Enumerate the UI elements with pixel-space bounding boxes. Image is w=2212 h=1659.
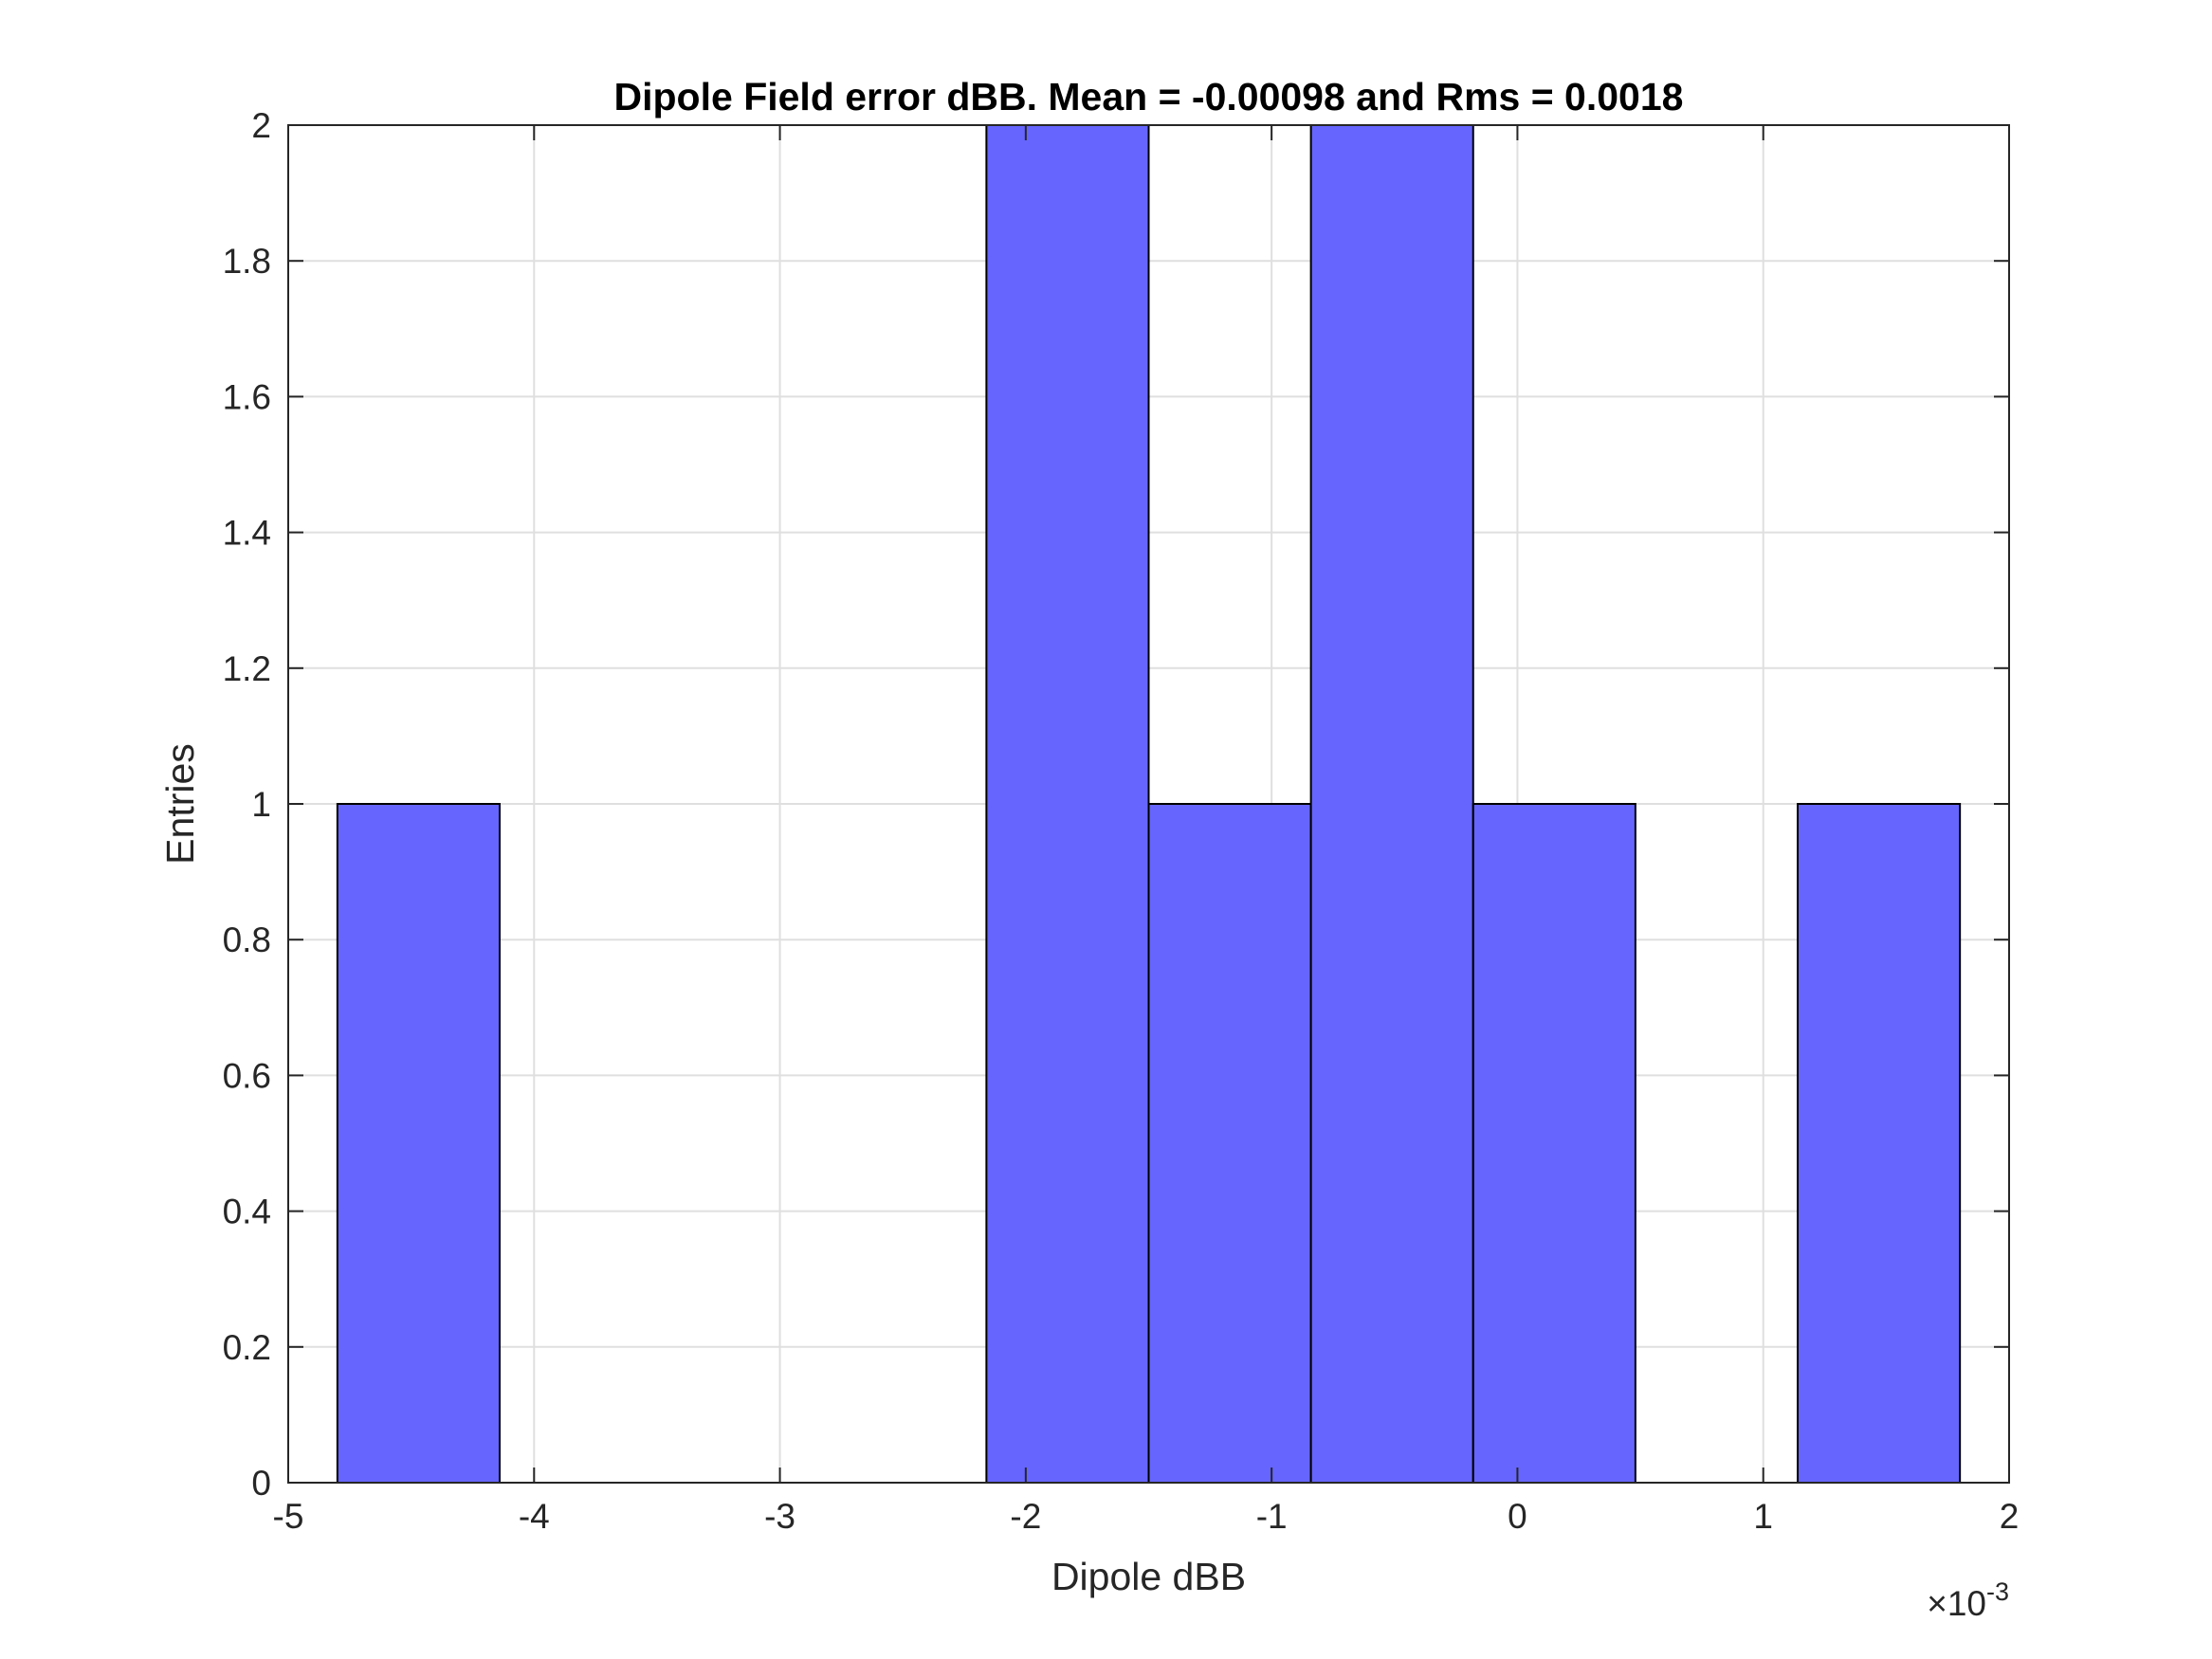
y-tick-label: 2 [251,106,271,145]
histogram-bar [1797,803,1962,1484]
y-tick-label: 0 [251,1464,271,1503]
tick-marks [287,124,2010,1484]
histogram-bar [1147,803,1312,1484]
x-tick-label: -2 [1010,1497,1041,1536]
y-tick-label: 0.6 [223,1056,271,1095]
y-tick-label: 0.4 [223,1193,271,1231]
y-tick-label: 1.4 [223,514,271,553]
histogram-bar [1472,803,1636,1484]
histogram-bars [336,124,1962,1484]
x-tick-labels: -5 -4 -3 -2 -1 0 1 2 [273,1497,2020,1536]
y-axis-label: Entries [158,743,202,865]
y-tick-label: 0.8 [223,921,271,959]
y-tick-label: 1.6 [223,377,271,416]
x-exponent-power: -3 [1986,1577,2009,1606]
chart-title: Dipole Field error dBB. Mean = -0.00098 … [614,75,1684,118]
x-axis-label: Dipole dBB [1051,1555,1246,1598]
x-exponent-base: ×10 [1927,1584,1986,1623]
x-exponent-label: ×10-3 [1927,1577,2009,1623]
x-tick-label: -3 [764,1497,795,1536]
y-tick-label: 0.2 [223,1328,271,1367]
y-tick-label: 1.2 [223,649,271,688]
histogram-bar [336,803,501,1484]
x-tick-label: -1 [1256,1497,1288,1536]
x-tick-label: -4 [519,1497,550,1536]
x-tick-label: 0 [1508,1497,1527,1536]
y-tick-label: 1 [251,785,271,824]
x-tick-label: -5 [273,1497,304,1536]
x-tick-label: 2 [2000,1497,2020,1536]
y-tick-label: 1.8 [223,242,271,281]
histogram-bar [1309,124,1474,1484]
x-tick-label: 1 [1753,1497,1773,1536]
y-tick-labels: 0 0.2 0.4 0.6 0.8 1 1.2 1.4 1.6 1.8 2 [223,106,271,1503]
histogram-bar [985,124,1150,1484]
